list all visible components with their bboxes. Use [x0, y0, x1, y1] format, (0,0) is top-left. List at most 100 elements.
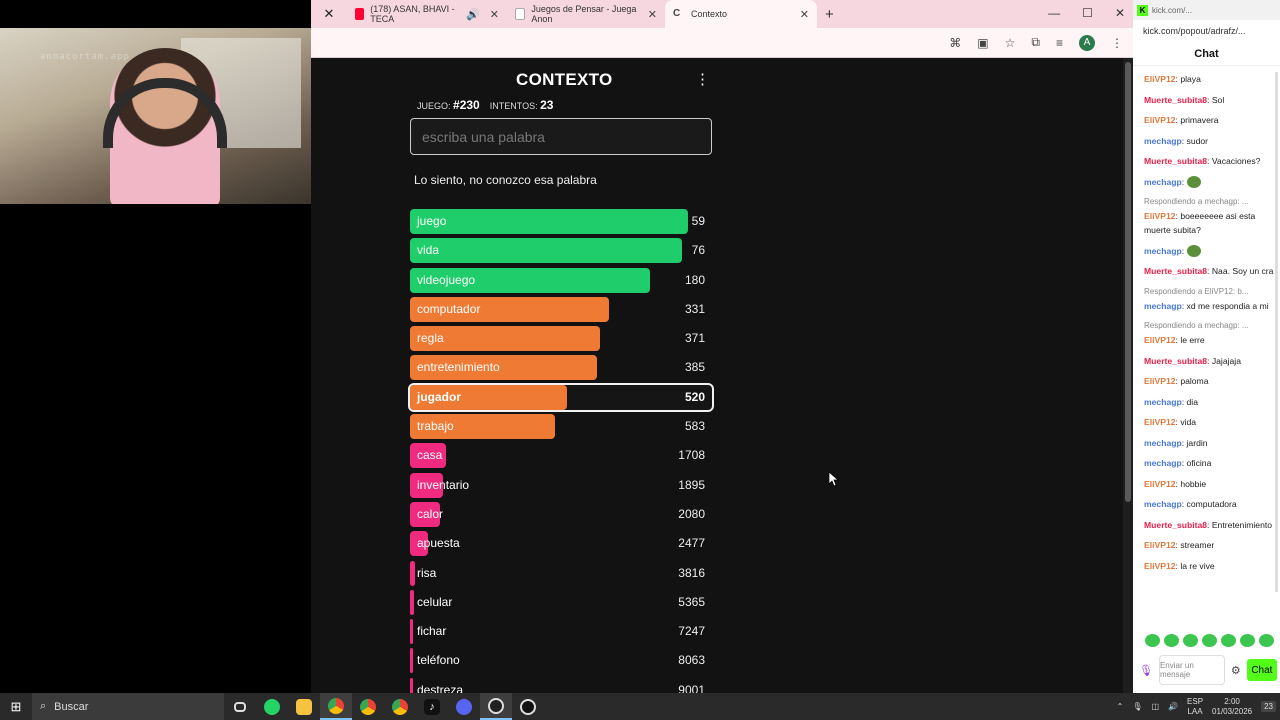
- rank-bar: [410, 414, 555, 440]
- chat-username[interactable]: mechagp: [1144, 135, 1182, 146]
- minimize-icon[interactable]: —: [1048, 6, 1061, 20]
- language-indicator[interactable]: ESP LAA: [1187, 697, 1203, 717]
- whatsapp-icon[interactable]: [256, 693, 288, 720]
- task-view-icon[interactable]: [224, 693, 256, 720]
- mic-tray-icon[interactable]: 🎙: [1132, 702, 1143, 711]
- chat-message: Respondiendo a EliVP12: b... mechagp: xd …: [1144, 285, 1274, 313]
- tab-close-icon[interactable]: ✕: [489, 8, 499, 21]
- guess-row: vida 76: [410, 238, 712, 264]
- contexto-page: CONTEXTO ⋮ JUEGO: #230 INTENTOS: 23 Lo s…: [311, 58, 1123, 703]
- rank-bar: [410, 560, 415, 586]
- network-icon[interactable]: ◫: [1151, 702, 1160, 711]
- emote-icon[interactable]: [1259, 634, 1274, 647]
- chat-username[interactable]: EliVP12: [1144, 560, 1176, 571]
- clock[interactable]: 2:00 01/03/2026: [1212, 697, 1252, 717]
- chat-username[interactable]: mechagp: [1144, 396, 1182, 407]
- chat-send-button[interactable]: Chat: [1246, 659, 1277, 681]
- webcam-overlay: annacortam.app: [0, 28, 311, 204]
- chat-input-placeholder: Enviar un mensaje: [1159, 661, 1194, 679]
- tab-juegos[interactable]: Juegos de Pensar - Juega Anon ✕: [507, 0, 665, 28]
- emote-icon[interactable]: [1183, 634, 1198, 647]
- maximize-icon[interactable]: ☐: [1082, 6, 1093, 20]
- translate-icon[interactable]: ⌘: [949, 35, 962, 50]
- chevron-up-icon[interactable]: ⌃: [1116, 702, 1124, 711]
- chat-username[interactable]: EliVP12: [1144, 540, 1176, 550]
- reply-reference: Respondiendo a mechagp: ...: [1144, 321, 1249, 330]
- chat-username[interactable]: Muerte_subita8: [1144, 266, 1208, 276]
- extensions-icon[interactable]: ⧉: [1031, 35, 1040, 49]
- gear-icon[interactable]: ⚙: [1230, 664, 1241, 677]
- chat-username[interactable]: mechagp: [1144, 437, 1182, 448]
- word-input[interactable]: [410, 118, 712, 155]
- tab-close-icon[interactable]: ✕: [799, 8, 809, 21]
- speaker-icon[interactable]: 🔊: [466, 8, 480, 21]
- chat-url[interactable]: kick.com/popout/adrafz/...: [1143, 26, 1246, 36]
- chat-username[interactable]: mechagp: [1144, 245, 1182, 256]
- chat-message: Muerte_subita8: Sol: [1144, 93, 1274, 107]
- chat-username[interactable]: mechagp: [1144, 499, 1182, 509]
- tab-contexto[interactable]: C Contexto ✕: [665, 0, 817, 28]
- screen-cast-icon[interactable]: ▣: [977, 35, 989, 50]
- chat-username[interactable]: Muerte_subita8: [1144, 519, 1208, 530]
- chat-text: sudor: [1186, 135, 1209, 146]
- page-scrollbar[interactable]: [1123, 58, 1133, 693]
- chat-username[interactable]: Muerte_subita8: [1144, 156, 1208, 166]
- bookmark-star-icon[interactable]: ☆: [1004, 35, 1016, 50]
- menu-icon[interactable]: ⋮: [695, 71, 710, 88]
- clock-date: 01/03/2026: [1212, 706, 1253, 716]
- rank-bar: [410, 648, 413, 674]
- search-label: Buscar: [54, 700, 89, 713]
- chat-input[interactable]: Enviar un mensaje: [1158, 655, 1225, 685]
- tab-close-icon[interactable]: ✕: [647, 8, 657, 21]
- tab-strip: ✕ (178) ASAN, BHAVI - TECA 🔊 ✕ Juegos de…: [311, 0, 1133, 28]
- emote-icon[interactable]: [1145, 634, 1160, 647]
- kick-logo-icon: K: [1137, 4, 1148, 16]
- guess-rank: 520: [684, 389, 705, 404]
- chat-username[interactable]: EliVP12: [1144, 417, 1176, 427]
- chat-username[interactable]: Muerte_subita8: [1144, 94, 1208, 105]
- close-icon[interactable]: ✕: [323, 6, 335, 21]
- volume-icon[interactable]: 🔊: [1168, 702, 1179, 711]
- taskbar-search[interactable]: ⌕ Buscar: [32, 693, 224, 720]
- mic-icon[interactable]: 🎙: [1139, 664, 1153, 677]
- emote-icon[interactable]: [1221, 634, 1236, 647]
- notification-badge[interactable]: 23: [1261, 701, 1276, 712]
- chrome-alt-icon[interactable]: [384, 693, 416, 720]
- reply-reference: Respondiendo a mechagp: ...: [1144, 197, 1249, 206]
- chat-username[interactable]: EliVP12: [1144, 335, 1176, 345]
- chat-separator: :: [1181, 437, 1187, 448]
- chat-username[interactable]: EliVP12: [1144, 376, 1176, 386]
- profile-avatar[interactable]: A: [1079, 34, 1095, 51]
- emote-icon[interactable]: [1202, 634, 1217, 647]
- chat-username[interactable]: Muerte_subita8: [1144, 355, 1208, 366]
- chat-username[interactable]: EliVP12: [1144, 115, 1176, 125]
- chat-username[interactable]: mechagp: [1144, 300, 1182, 311]
- chrome-profile-icon[interactable]: [352, 693, 384, 720]
- emote-icon[interactable]: [1240, 634, 1255, 647]
- app-icon[interactable]: [512, 693, 544, 720]
- more-menu-icon[interactable]: ⋮: [1111, 35, 1123, 50]
- scrollbar-thumb[interactable]: [1125, 62, 1131, 502]
- file-explorer-icon[interactable]: [288, 693, 320, 720]
- chat-username[interactable]: mechagp: [1144, 458, 1182, 468]
- chat-username[interactable]: EliVP12: [1144, 211, 1176, 221]
- chrome-icon[interactable]: [320, 693, 352, 720]
- new-tab-button[interactable]: +: [825, 5, 834, 23]
- chat-message: EliVP12: paloma: [1144, 374, 1274, 388]
- guess-rank: 385: [684, 360, 705, 375]
- media-icon[interactable]: ≡: [1055, 35, 1063, 50]
- chat-username[interactable]: mechagp: [1144, 176, 1182, 187]
- start-button[interactable]: ⊞: [10, 698, 22, 714]
- chat-username[interactable]: EliVP12: [1144, 478, 1176, 489]
- tab-youtube[interactable]: (178) ASAN, BHAVI - TECA 🔊 ✕: [347, 0, 507, 28]
- chat-separator: :: [1175, 211, 1181, 221]
- close-window-icon[interactable]: ✕: [1114, 6, 1125, 20]
- discord-icon[interactable]: [448, 693, 480, 720]
- tiktok-icon[interactable]: ♪: [416, 693, 448, 720]
- chat-username[interactable]: EliVP12: [1144, 74, 1176, 84]
- obs-icon[interactable]: [480, 693, 512, 720]
- chat-message: Muerte_subita8: Jajajaja: [1144, 354, 1274, 368]
- chat-mini-tab[interactable]: kick.com/...: [1152, 5, 1193, 15]
- emote-icon[interactable]: [1164, 634, 1179, 647]
- chat-scrollbar[interactable]: [1275, 72, 1278, 592]
